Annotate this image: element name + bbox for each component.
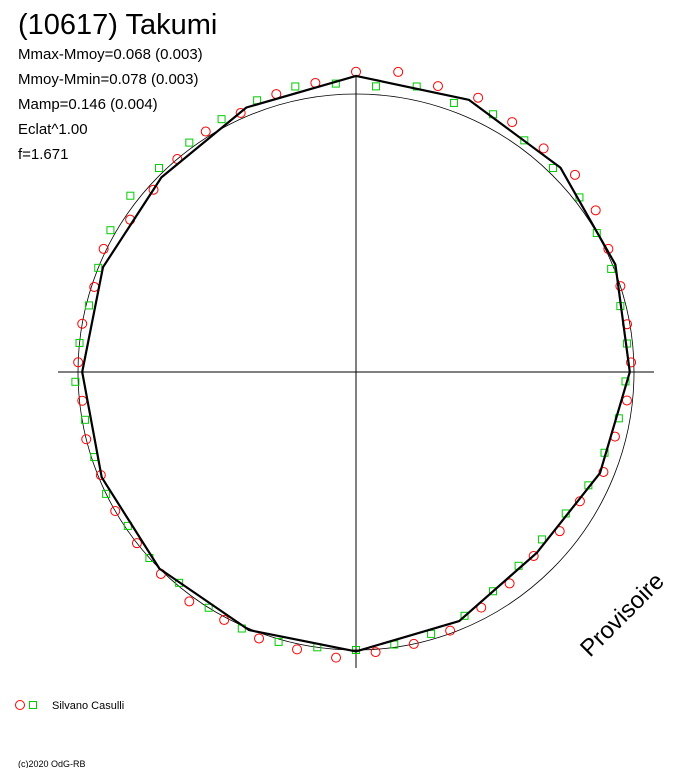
annotation: Mmoy-Mmin=0.078 (0.003) <box>18 71 198 88</box>
data-point <box>621 395 632 406</box>
data-point <box>427 629 436 638</box>
data-point <box>184 596 195 607</box>
data-point <box>291 82 300 91</box>
fit-curve <box>81 74 631 653</box>
annotation: Mamp=0.146 (0.004) <box>18 96 158 113</box>
data-point <box>71 377 80 386</box>
data-point <box>80 415 89 424</box>
data-point <box>569 169 580 180</box>
data-point <box>598 466 609 477</box>
data-point <box>528 550 539 561</box>
chart-title: (10617) Takumi <box>18 9 217 41</box>
data-point <box>254 633 265 644</box>
data-point <box>538 143 549 154</box>
data-point <box>449 98 458 107</box>
data-point <box>292 644 303 655</box>
credit: (c)2020 OdG-RB <box>18 759 86 768</box>
data-point <box>370 647 381 658</box>
data-point <box>94 263 103 272</box>
data-point <box>84 301 93 310</box>
data-point <box>476 602 487 613</box>
data-point <box>473 92 484 103</box>
data-point <box>235 107 246 118</box>
data-point <box>200 126 211 137</box>
reference-circle <box>77 93 635 651</box>
data-point <box>204 603 213 612</box>
data-point <box>460 611 469 620</box>
annotation: Mmax-Mmoy=0.068 (0.003) <box>18 46 203 63</box>
data-point <box>371 82 380 91</box>
data-point <box>106 226 115 235</box>
data-point <box>175 578 184 587</box>
data-point <box>626 357 637 368</box>
legend: Silvano Casulli <box>15 700 124 712</box>
data-point <box>81 434 92 445</box>
watermark: Provisoire <box>575 568 670 663</box>
data-point <box>590 205 601 216</box>
annotation: f=1.671 <box>18 146 68 163</box>
data-point <box>75 338 84 347</box>
data-point <box>412 82 421 91</box>
legend-marker <box>15 700 25 710</box>
data-point <box>77 318 88 329</box>
data-point <box>131 538 142 549</box>
data-point <box>148 184 159 195</box>
data-point <box>219 614 230 625</box>
data-point <box>217 115 226 124</box>
data-point <box>432 81 443 92</box>
data-point <box>520 136 529 145</box>
data-point <box>73 357 84 368</box>
data-point <box>102 489 111 498</box>
data-point <box>98 243 109 254</box>
legend-label: Silvano Casulli <box>52 700 124 712</box>
data-point <box>155 164 164 173</box>
data-point <box>185 138 194 147</box>
annotation: Eclat^1.00 <box>18 121 88 138</box>
data-point <box>110 506 121 516</box>
data-point <box>445 625 456 636</box>
legend-marker <box>29 701 37 709</box>
data-point <box>537 535 546 544</box>
data-point <box>507 117 518 128</box>
data-point <box>489 587 498 596</box>
data-point <box>274 637 283 646</box>
data-point <box>615 281 626 292</box>
data-point <box>393 66 404 77</box>
data-point <box>126 191 135 200</box>
data-point <box>607 264 616 273</box>
data-point <box>331 652 342 663</box>
data-point <box>408 638 419 649</box>
data-point <box>548 164 557 173</box>
data-point <box>504 578 515 589</box>
